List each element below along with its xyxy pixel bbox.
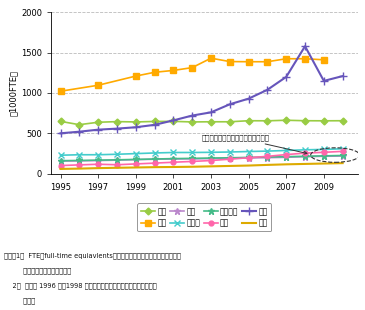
Text: 韓国がフランス、英国を追い抜く。: 韓国がフランス、英国を追い抜く。 bbox=[201, 134, 307, 154]
Text: んだ。: んだ。 bbox=[4, 297, 35, 304]
Text: ムの人員に換算した単位。: ムの人員に換算した単位。 bbox=[4, 268, 71, 274]
Legend: 日本, 米国, 英国, ドイツ, フランス, 韓国, 中国, 台湾: 日本, 米国, 英国, ドイツ, フランス, 韓国, 中国, 台湾 bbox=[137, 203, 272, 231]
Text: 2．  米国は 1996 年、1998 年のデータがないので便宜的に直線で結: 2． 米国は 1996 年、1998 年のデータがないので便宜的に直線で結 bbox=[4, 282, 156, 289]
Text: 備考：1．  FTE（full-time equiavlents）は、パートタイムの人員をフルタイ: 備考：1． FTE（full-time equiavlents）は、パートタイム… bbox=[4, 253, 181, 259]
Y-axis label: （1000FTE）: （1000FTE） bbox=[9, 70, 18, 116]
